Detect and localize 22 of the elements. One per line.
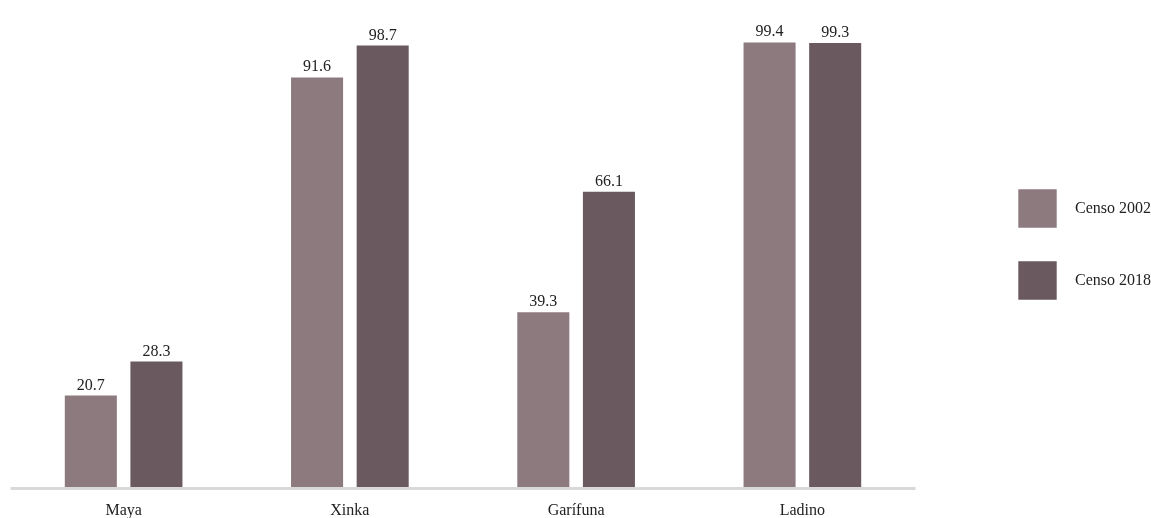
bar — [809, 42, 862, 489]
bar — [291, 77, 344, 489]
data-label: 99.4 — [755, 22, 784, 40]
bar — [582, 191, 635, 489]
bar — [356, 45, 409, 489]
bar — [743, 42, 796, 489]
data-label: 39.3 — [529, 292, 558, 310]
legend-label: Censo 2002 — [1075, 199, 1151, 217]
bar — [64, 395, 117, 489]
data-label: 91.6 — [303, 57, 332, 75]
x-tick-label: Garífuna — [547, 500, 605, 518]
data-label: 20.7 — [76, 375, 105, 393]
x-tick-label: Xinka — [330, 500, 370, 518]
x-tick-label: Maya — [105, 500, 142, 518]
data-label: 66.1 — [594, 171, 623, 189]
data-label: 98.7 — [368, 25, 397, 43]
bar — [517, 312, 570, 489]
legend-label: Censo 2018 — [1075, 271, 1151, 289]
data-label: 28.3 — [142, 341, 171, 359]
x-tick-label: Ladino — [779, 500, 826, 518]
data-label: 99.3 — [821, 22, 850, 40]
bar — [130, 361, 183, 489]
